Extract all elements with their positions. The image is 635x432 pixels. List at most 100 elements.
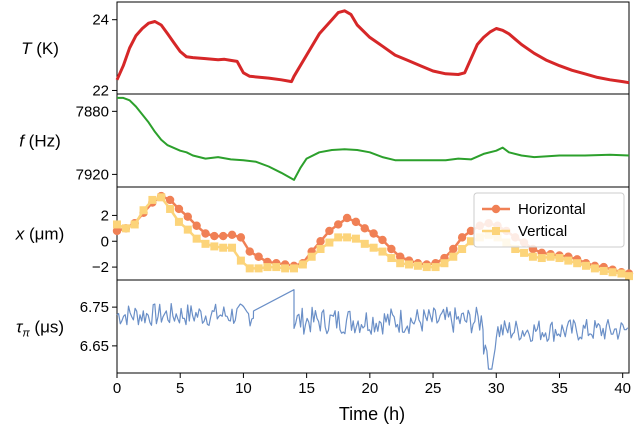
xtick-label-7: 35 bbox=[551, 380, 568, 397]
marker-position-v-55 bbox=[599, 266, 608, 275]
marker-position-v-56 bbox=[608, 268, 617, 277]
marker-position-v-28 bbox=[360, 239, 369, 248]
marker-position-v-29 bbox=[369, 243, 378, 252]
marker-position-v-13 bbox=[228, 243, 237, 252]
marker-position-v-3 bbox=[139, 206, 148, 215]
ytick-label-frequency-0: 7880 bbox=[76, 103, 109, 120]
xtick-label-3: 15 bbox=[298, 380, 315, 397]
legend-box bbox=[473, 192, 625, 248]
xtick-label-5: 25 bbox=[425, 380, 442, 397]
marker-position-h-32 bbox=[395, 252, 405, 261]
marker-position-h-13 bbox=[227, 230, 237, 239]
marker-position-v-2 bbox=[130, 220, 139, 229]
marker-position-v-45 bbox=[511, 245, 520, 253]
ylabel-temperature: T (K) bbox=[21, 39, 59, 58]
marker-position-v-34 bbox=[413, 261, 422, 270]
ytick-label-temperature-1: 24 bbox=[92, 12, 109, 29]
marker-position-v-54 bbox=[590, 264, 599, 273]
marker-position-h-38 bbox=[449, 244, 458, 254]
marker-position-h-30 bbox=[378, 235, 387, 245]
panel-frame-pi-time bbox=[116, 279, 630, 374]
ylabel-position: x (μm) bbox=[15, 225, 65, 244]
marker-position-v-36 bbox=[431, 263, 440, 272]
marker-position-h-31 bbox=[387, 244, 396, 254]
marker-position-v-30 bbox=[378, 247, 387, 256]
marker-position-v-39 bbox=[458, 245, 467, 253]
ytick-label-position-0: −2 bbox=[92, 259, 109, 276]
marker-position-v-17 bbox=[263, 263, 272, 272]
marker-position-v-19 bbox=[281, 264, 290, 273]
marker-position-v-27 bbox=[351, 234, 360, 243]
marker-position-v-21 bbox=[298, 260, 307, 269]
marker-position-h-28 bbox=[360, 224, 369, 233]
legend-label-0: Horizontal bbox=[518, 201, 586, 218]
marker-position-v-25 bbox=[334, 233, 343, 242]
marker-position-h-26 bbox=[342, 213, 352, 223]
ytick-label-temperature-0: 22 bbox=[92, 82, 109, 99]
series-line-frequency-0 bbox=[117, 96, 630, 181]
ytick-label-pi-time-1: 6.75 bbox=[80, 299, 109, 316]
marker-position-h-27 bbox=[351, 217, 361, 227]
marker-position-v-23 bbox=[316, 245, 325, 253]
marker-position-h-14 bbox=[236, 233, 246, 242]
ytick-label-frequency-1: 7920 bbox=[76, 166, 109, 183]
marker-position-v-48 bbox=[537, 254, 546, 263]
marker-position-v-5 bbox=[157, 193, 166, 202]
marker-position-v-49 bbox=[546, 252, 555, 261]
marker-position-v-18 bbox=[272, 263, 281, 272]
marker-position-v-38 bbox=[449, 252, 458, 261]
marker-position-v-35 bbox=[422, 263, 431, 272]
marker-position-v-26 bbox=[343, 233, 352, 242]
marker-position-h-39 bbox=[457, 233, 467, 242]
marker-position-v-33 bbox=[405, 260, 414, 269]
marker-position-v-57 bbox=[617, 269, 626, 278]
marker-position-v-31 bbox=[387, 254, 396, 263]
ylabel-frequency: f (Hz) bbox=[19, 132, 61, 151]
marker-position-v-20 bbox=[289, 264, 298, 273]
marker-position-v-46 bbox=[520, 248, 529, 257]
marker-position-v-1 bbox=[121, 224, 130, 233]
marker-position-v-8 bbox=[183, 225, 192, 234]
legend-marker-0 bbox=[491, 204, 501, 214]
marker-position-v-6 bbox=[166, 204, 175, 213]
marker-position-h-9 bbox=[192, 221, 201, 230]
xtick-label-8: 40 bbox=[614, 380, 631, 397]
marker-position-h-6 bbox=[165, 195, 175, 205]
marker-position-h-11 bbox=[210, 231, 219, 241]
marker-position-v-9 bbox=[192, 234, 201, 243]
legend-label-1: Vertical bbox=[518, 223, 567, 240]
marker-position-h-12 bbox=[218, 231, 228, 241]
ylabel-pi-time: τπ (μs) bbox=[16, 318, 64, 340]
marker-position-v-52 bbox=[573, 259, 582, 268]
marker-position-h-24 bbox=[325, 226, 334, 236]
marker-position-v-40 bbox=[466, 237, 475, 246]
marker-position-v-22 bbox=[307, 252, 316, 261]
legend-marker-1 bbox=[492, 227, 500, 235]
series-line-pi-time-0 bbox=[116, 289, 629, 370]
ytick-label-position-1: 0 bbox=[101, 233, 109, 250]
marker-position-v-24 bbox=[325, 238, 334, 247]
marker-position-v-15 bbox=[245, 264, 254, 273]
marker-position-h-40 bbox=[466, 226, 476, 236]
ytick-label-position-2: 2 bbox=[101, 207, 109, 224]
marker-position-v-53 bbox=[582, 261, 591, 270]
marker-position-h-10 bbox=[201, 229, 210, 238]
marker-position-v-32 bbox=[396, 259, 405, 268]
marker-position-v-16 bbox=[254, 264, 263, 273]
panel-frame-frequency bbox=[116, 93, 630, 188]
marker-position-h-0 bbox=[112, 226, 122, 236]
marker-position-h-29 bbox=[369, 229, 378, 238]
marker-position-v-12 bbox=[219, 243, 228, 252]
marker-position-h-7 bbox=[174, 204, 184, 214]
marker-position-v-11 bbox=[210, 242, 219, 251]
xtick-label-2: 10 bbox=[235, 380, 252, 397]
marker-position-h-8 bbox=[183, 212, 192, 221]
marker-position-v-47 bbox=[528, 252, 537, 261]
marker-position-v-0 bbox=[113, 220, 121, 229]
marker-position-v-58 bbox=[625, 272, 633, 281]
marker-position-h-25 bbox=[334, 220, 343, 229]
marker-position-h-16 bbox=[254, 252, 263, 261]
xtick-label-0: 0 bbox=[113, 380, 121, 397]
marker-position-h-15 bbox=[245, 247, 254, 256]
